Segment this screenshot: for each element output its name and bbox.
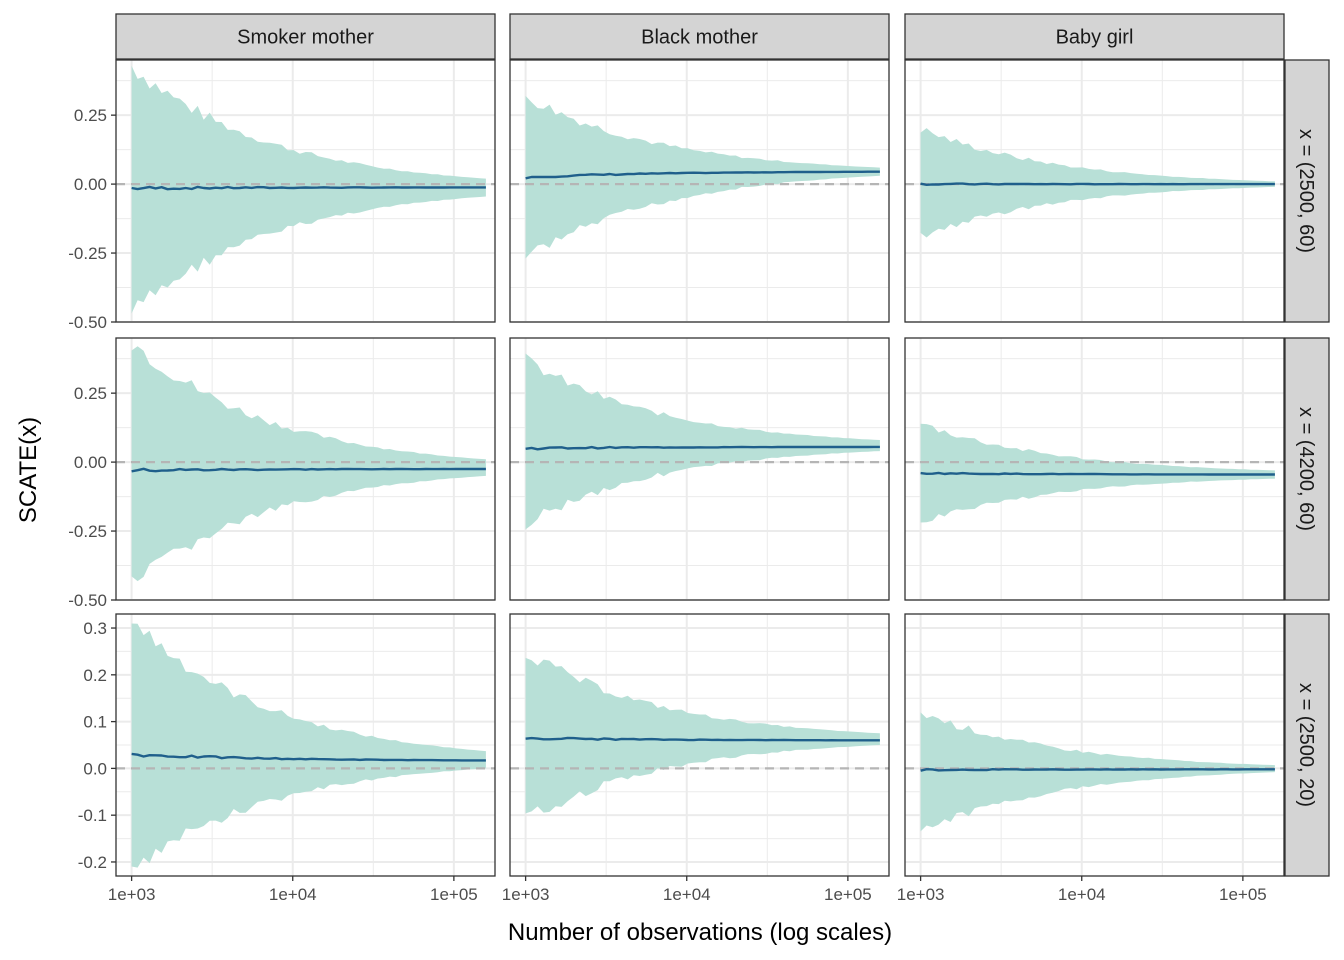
y-tick-label: -0.50 xyxy=(68,313,107,332)
confidence-ribbon xyxy=(920,128,1275,238)
panel-0-1 xyxy=(509,59,890,323)
panel-2-1 xyxy=(509,613,890,877)
column-strip-label: Black mother xyxy=(641,27,758,49)
panel-border xyxy=(115,613,496,877)
row-strip xyxy=(1284,613,1330,877)
column-strip xyxy=(904,13,1285,60)
row-strip-label: x = (4200, 60) xyxy=(1295,407,1317,531)
row-strip-label: x = (2500, 60) xyxy=(1295,129,1317,253)
y-tick-label: -0.50 xyxy=(68,591,107,610)
estimate-line xyxy=(131,752,486,762)
confidence-ribbon xyxy=(131,623,486,868)
column-strip-label: Smoker mother xyxy=(237,27,374,49)
estimate-line xyxy=(920,182,1275,186)
y-tick-label: 0.0 xyxy=(83,759,107,778)
x-tick-label: 1e+04 xyxy=(663,885,711,904)
confidence-ribbon xyxy=(525,95,880,259)
y-tick-label: -0.2 xyxy=(78,853,107,872)
x-tick-label: 1e+03 xyxy=(502,885,550,904)
y-tick-label: 0.1 xyxy=(83,713,107,732)
panel-border xyxy=(115,59,496,323)
x-tick-label: 1e+04 xyxy=(1058,885,1106,904)
y-tick-label: -0.1 xyxy=(78,806,107,825)
column-strip xyxy=(115,13,496,60)
y-tick-label: -0.25 xyxy=(68,244,107,263)
estimate-line xyxy=(525,445,880,451)
column-strip-label: Baby girl xyxy=(1056,27,1134,49)
confidence-ribbon xyxy=(920,712,1275,832)
confidence-ribbon xyxy=(131,346,486,582)
x-axis-title: Number of observations (log scales) xyxy=(508,919,892,946)
panel-0-0 xyxy=(115,59,496,323)
x-tick-label: 1e+04 xyxy=(269,885,317,904)
estimate-line xyxy=(920,768,1275,772)
panel-border xyxy=(904,59,1285,323)
y-tick-label: 0.00 xyxy=(74,453,107,472)
x-tick-label: 1e+03 xyxy=(108,885,156,904)
x-tick-label: 1e+03 xyxy=(897,885,945,904)
confidence-ribbon xyxy=(131,65,486,314)
y-axis-title: SCATE(x) xyxy=(15,417,42,523)
estimate-line xyxy=(920,471,1275,476)
y-tick-label: -0.25 xyxy=(68,522,107,541)
y-tick-label: 0.3 xyxy=(83,619,107,638)
facet-strips: x = (2500, 60) x = (4200, 60) x = (2500, 2… xyxy=(115,13,1330,877)
panel-2-0 xyxy=(115,613,496,877)
axes: -0.50 -0.25 0.00 0.25 -0.50 -0.25 0.00 0.25 -0.2… xyxy=(68,106,1266,904)
panel-border xyxy=(115,337,496,601)
panel-1-1 xyxy=(509,337,890,601)
row-strip xyxy=(1284,337,1330,601)
confidence-ribbon xyxy=(525,353,880,530)
panel-border xyxy=(509,613,890,877)
panel-border xyxy=(509,59,890,323)
y-tick-label: 0.25 xyxy=(74,106,107,125)
panel-grid xyxy=(115,59,1285,877)
estimate-line xyxy=(131,185,486,191)
panel-0-2 xyxy=(904,59,1285,323)
panel-2-2 xyxy=(904,613,1285,877)
estimate-line xyxy=(525,170,880,180)
estimate-line xyxy=(131,467,486,473)
panel-1-2 xyxy=(904,337,1285,601)
y-tick-label: 0.25 xyxy=(74,384,107,403)
x-tick-label: 1e+05 xyxy=(824,885,872,904)
y-tick-label: 0.2 xyxy=(83,666,107,685)
panel-border xyxy=(509,337,890,601)
x-tick-label: 1e+05 xyxy=(1219,885,1267,904)
row-strip xyxy=(1284,59,1330,323)
y-tick-label: 0.00 xyxy=(74,175,107,194)
panel-border xyxy=(904,337,1285,601)
x-tick-label: 1e+05 xyxy=(430,885,478,904)
confidence-ribbon xyxy=(525,657,880,814)
panel-border xyxy=(904,613,1285,877)
row-strip-label: x = (2500, 20) xyxy=(1295,683,1317,807)
estimate-line xyxy=(525,736,880,742)
panel-1-0 xyxy=(115,337,496,601)
column-strip xyxy=(509,13,890,60)
